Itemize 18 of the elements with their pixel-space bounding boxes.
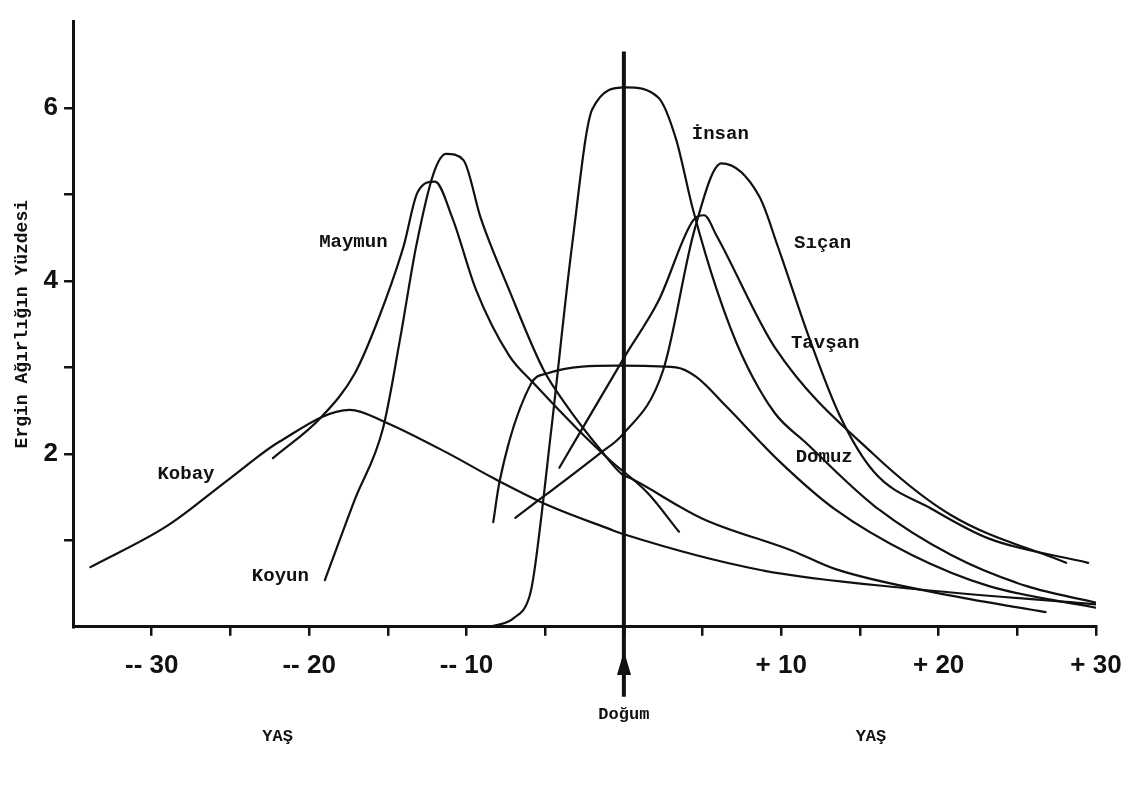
y-tick-label: 6 [43, 91, 59, 122]
x-tick-label: -- 20 [282, 648, 336, 679]
series-label: Maymun [319, 231, 388, 254]
x-tick-label: + 30 [1070, 648, 1122, 679]
text: YAŞ [262, 727, 293, 747]
series-label: Kobay [157, 462, 216, 485]
x-tick-label: -- 10 [439, 648, 494, 679]
y-tick-label: 2 [43, 437, 59, 468]
text: YAŞ [855, 727, 887, 747]
series-label: Sıçan [794, 232, 852, 255]
y-axis-title: Ergin Ağırlığın Yüzdesi [12, 199, 33, 449]
series-label: İnsan [691, 123, 749, 146]
series-label: Koyun [251, 564, 309, 587]
y-tick-label: 4 [43, 264, 59, 295]
x-tick-label: + 20 [912, 648, 965, 679]
ref-line-label: Doğum [598, 705, 650, 725]
x-tick-label: -- 30 [125, 648, 179, 679]
x-tick-label: + 10 [755, 648, 807, 679]
